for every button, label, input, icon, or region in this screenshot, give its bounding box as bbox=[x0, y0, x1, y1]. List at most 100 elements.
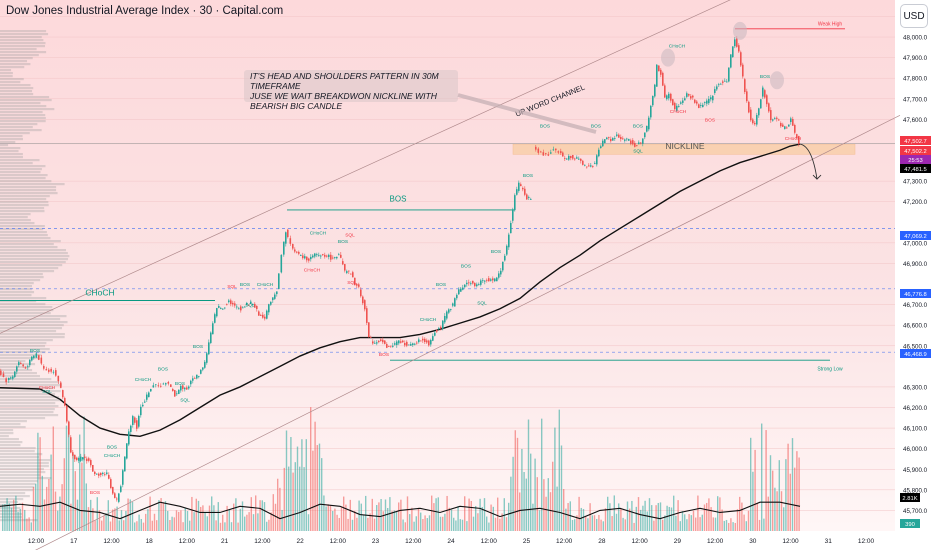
volume-bar bbox=[169, 520, 171, 531]
volume-profile-bar bbox=[0, 54, 39, 57]
price-candle bbox=[416, 342, 418, 344]
price-candle bbox=[82, 457, 84, 460]
price-candle bbox=[308, 258, 310, 261]
price-candle bbox=[418, 339, 420, 343]
volume-bar bbox=[488, 522, 490, 531]
channel-upper-line bbox=[0, 0, 731, 334]
price-candle bbox=[18, 362, 20, 366]
volume-bar bbox=[611, 516, 613, 531]
volume-profile-bar bbox=[0, 360, 26, 363]
price-candle bbox=[33, 355, 35, 359]
chart-label-1: NICKLINE bbox=[665, 141, 705, 151]
volume-bar bbox=[182, 522, 184, 531]
volume-profile-bar bbox=[0, 414, 59, 417]
price-candle bbox=[224, 307, 226, 309]
price-candle bbox=[614, 137, 616, 139]
price-candle bbox=[404, 342, 406, 346]
volume-profile-bar bbox=[0, 57, 33, 60]
volume-profile-bar bbox=[0, 87, 34, 90]
price-candle bbox=[276, 291, 278, 295]
volume-bar bbox=[567, 503, 569, 531]
volume-bar bbox=[301, 439, 303, 531]
volume-bar bbox=[94, 520, 96, 531]
volume-bar bbox=[116, 506, 118, 531]
structure-label: CHoCH bbox=[310, 231, 327, 237]
price-candle bbox=[688, 94, 690, 96]
volume-bar bbox=[739, 496, 741, 531]
volume-profile-bar bbox=[0, 285, 32, 288]
volume-bar bbox=[63, 458, 65, 531]
price-candle bbox=[298, 251, 300, 254]
volume-bar bbox=[147, 509, 149, 531]
volume-bar bbox=[235, 498, 237, 531]
volume-profile-bar bbox=[0, 165, 46, 168]
volume-profile-bar bbox=[0, 393, 56, 396]
x-tick-label: 28 bbox=[598, 538, 606, 545]
price-candle bbox=[634, 142, 636, 147]
volume-bar bbox=[734, 522, 736, 531]
price-candle bbox=[306, 256, 308, 261]
volume-bar bbox=[230, 522, 233, 531]
volume-bar bbox=[109, 521, 112, 531]
price-candle bbox=[43, 366, 45, 369]
volume-profile-bar bbox=[0, 294, 32, 297]
price-candle bbox=[396, 341, 398, 346]
volume-bar bbox=[272, 494, 274, 531]
volume-bar bbox=[54, 491, 57, 531]
volume-bar bbox=[270, 512, 272, 531]
volume-bar bbox=[79, 434, 81, 531]
price-candle bbox=[234, 303, 236, 306]
price-candle bbox=[784, 126, 786, 129]
price-candle bbox=[414, 343, 416, 345]
price-candle bbox=[522, 187, 524, 190]
price-candle bbox=[236, 306, 238, 308]
x-tick-label: 21 bbox=[221, 538, 229, 545]
volume-bar bbox=[747, 510, 750, 531]
price-candle bbox=[312, 255, 314, 258]
volume-bar bbox=[453, 517, 455, 531]
structure-label: SQL bbox=[245, 303, 255, 309]
volume-profile-bar bbox=[0, 204, 49, 207]
price-candle bbox=[796, 134, 798, 139]
volume-bar bbox=[714, 517, 717, 531]
x-tick-label: 30 bbox=[749, 538, 757, 545]
price-candle bbox=[128, 431, 130, 445]
volume-bar bbox=[186, 510, 189, 531]
volume-profile-bar bbox=[0, 300, 37, 303]
price-candle bbox=[678, 106, 680, 107]
volume-bar bbox=[697, 495, 699, 531]
price-candle bbox=[710, 97, 712, 100]
price-candle bbox=[186, 387, 188, 390]
volume-bar bbox=[798, 457, 800, 531]
volume-bar bbox=[439, 516, 442, 531]
price-candle bbox=[210, 332, 212, 343]
volume-bar bbox=[626, 501, 629, 531]
volume-profile-bar bbox=[0, 501, 18, 504]
price-candle bbox=[336, 256, 338, 259]
price-candle bbox=[476, 284, 478, 287]
price-candle bbox=[790, 118, 792, 123]
volume-bar bbox=[426, 518, 428, 531]
price-candle bbox=[590, 165, 592, 167]
volume-bar bbox=[15, 495, 17, 531]
price-candle bbox=[486, 279, 488, 281]
volume-bar bbox=[578, 496, 580, 531]
currency-button[interactable]: USD bbox=[900, 4, 928, 28]
volume-bar bbox=[635, 506, 637, 531]
volume-bar bbox=[233, 503, 235, 531]
volume-bar bbox=[527, 419, 530, 531]
price-candle bbox=[550, 152, 552, 154]
price-candle bbox=[324, 254, 326, 257]
volume-profile-bar bbox=[0, 156, 23, 159]
price-candle bbox=[283, 241, 285, 255]
volume-profile-bar bbox=[0, 111, 43, 114]
price-candle bbox=[540, 151, 542, 153]
price-candle bbox=[150, 388, 152, 392]
volume-profile-bar bbox=[0, 336, 65, 339]
volume-bar bbox=[13, 499, 15, 531]
price-candle bbox=[14, 371, 16, 377]
structure-label: CHoCH bbox=[669, 43, 686, 49]
price-candle bbox=[724, 80, 726, 82]
volume-profile-bar bbox=[0, 447, 36, 450]
